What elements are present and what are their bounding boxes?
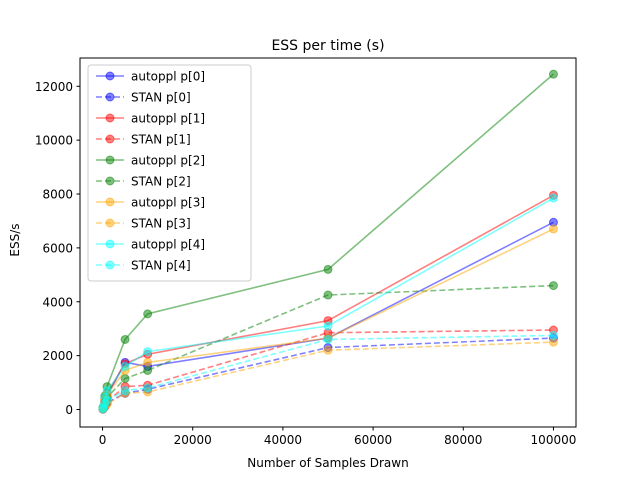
y-tick-label: 10000 — [35, 134, 73, 148]
legend-marker — [105, 113, 115, 123]
legend: autoppl p[0] STAN p[0] autoppl p[1] STAN p[… — [87, 64, 252, 282]
data-point — [323, 264, 333, 274]
data-point — [120, 374, 130, 384]
legend-item: autoppl p[0] — [96, 70, 205, 84]
y-tick-label: 8000 — [42, 188, 73, 202]
data-point — [120, 361, 130, 371]
series-stan-p-4 — [98, 330, 558, 414]
y-axis: 0 2000 4000 6000 8000 10000 12000 — [35, 80, 80, 417]
legend-label: STAN p[4] — [131, 259, 191, 273]
legend-label: autoppl p[3] — [131, 196, 205, 210]
legend-label: STAN p[3] — [131, 217, 191, 231]
axes-frame — [79, 57, 577, 428]
legend-item: STAN p[2] — [96, 175, 191, 189]
y-tick-label: 2000 — [42, 349, 73, 363]
x-tick-label: 0 — [99, 433, 107, 447]
legend-marker — [105, 197, 115, 207]
data-point — [548, 330, 558, 340]
x-tick-label: 100000 — [531, 433, 577, 447]
data-point — [143, 357, 153, 367]
legend-item: autoppl p[4] — [96, 238, 205, 252]
data-point — [323, 290, 333, 300]
data-point — [120, 386, 130, 396]
x-axis-label: Number of Samples Drawn — [247, 456, 408, 470]
legend-marker — [105, 134, 115, 144]
data-point — [102, 395, 112, 405]
y-tick-label: 12000 — [35, 80, 73, 94]
data-point — [323, 345, 333, 355]
data-point — [102, 386, 112, 396]
data-point — [548, 69, 558, 79]
data-point — [143, 383, 153, 393]
x-axis: 0 20000 40000 60000 80000 100000 — [99, 427, 577, 447]
plot-area — [98, 69, 558, 414]
legend-marker — [105, 176, 115, 186]
data-point — [143, 309, 153, 319]
data-point — [548, 281, 558, 291]
legend-marker — [105, 239, 115, 249]
legend-item: STAN p[0] — [96, 91, 191, 105]
legend-item: STAN p[4] — [96, 259, 191, 273]
legend-label: autoppl p[4] — [131, 238, 205, 252]
y-tick-label: 4000 — [42, 295, 73, 309]
legend-marker — [105, 218, 115, 228]
y-axis-label: ESS/s — [8, 223, 22, 256]
legend-label: autoppl p[0] — [131, 70, 205, 84]
legend-marker — [105, 71, 115, 81]
x-tick-label: 20000 — [174, 433, 212, 447]
legend-marker — [105, 155, 115, 165]
legend-item: autoppl p[1] — [96, 112, 205, 126]
data-point — [143, 347, 153, 357]
legend-item: STAN p[1] — [96, 133, 191, 147]
x-tick-label: 60000 — [354, 433, 392, 447]
y-tick-label: 0 — [65, 403, 73, 417]
legend-label: STAN p[2] — [131, 175, 191, 189]
x-tick-label: 80000 — [444, 433, 482, 447]
legend-label: STAN p[1] — [131, 133, 191, 147]
data-point — [143, 365, 153, 375]
legend-label: autoppl p[2] — [131, 154, 205, 168]
data-point — [548, 224, 558, 234]
y-tick-label: 6000 — [42, 241, 73, 255]
legend-marker — [105, 260, 115, 270]
data-point — [548, 193, 558, 203]
legend-item: autoppl p[3] — [96, 196, 205, 210]
legend-marker — [105, 92, 115, 102]
chart-title: ESS per time (s) — [271, 38, 384, 54]
legend-label: STAN p[0] — [131, 91, 191, 105]
data-point — [120, 334, 130, 344]
legend-item: autoppl p[2] — [96, 154, 205, 168]
data-point — [323, 334, 333, 344]
x-tick-label: 40000 — [264, 433, 302, 447]
legend-frame — [87, 64, 252, 282]
data-point — [323, 321, 333, 331]
legend-item: STAN p[3] — [96, 217, 191, 231]
legend-label: autoppl p[1] — [131, 112, 205, 126]
